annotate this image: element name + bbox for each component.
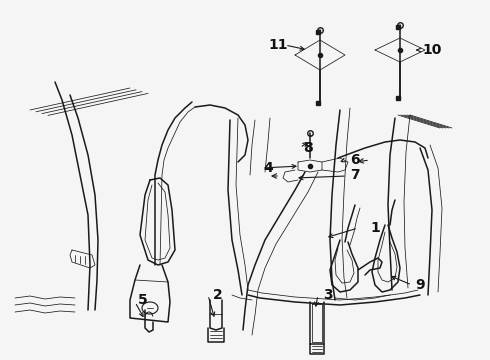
Text: 5: 5: [138, 293, 148, 307]
Text: 6: 6: [350, 153, 360, 167]
Text: 1: 1: [370, 221, 380, 235]
Text: 11: 11: [268, 38, 288, 52]
Text: 7: 7: [350, 168, 360, 182]
Text: 9: 9: [415, 278, 425, 292]
Text: 2: 2: [213, 288, 223, 302]
Text: 8: 8: [303, 141, 313, 155]
Text: 4: 4: [263, 161, 273, 175]
Text: 3: 3: [323, 288, 333, 302]
Text: 10: 10: [422, 43, 441, 57]
